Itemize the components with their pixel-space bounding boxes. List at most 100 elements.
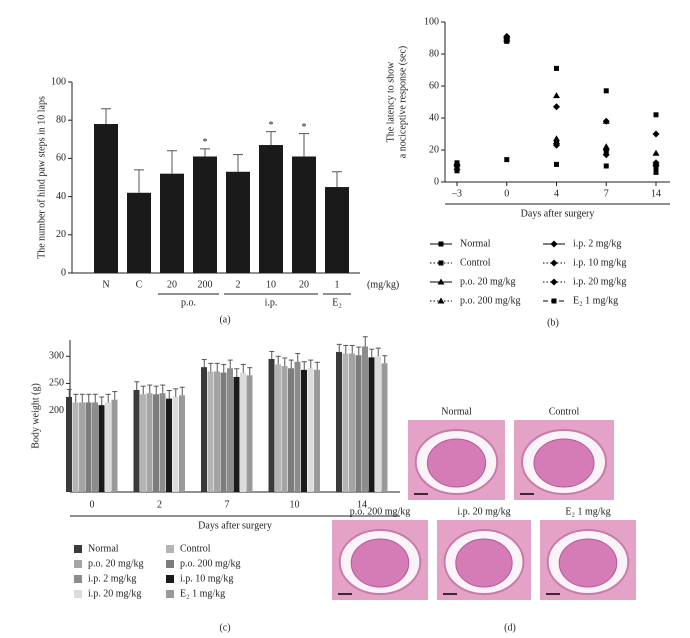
- marker: [554, 65, 559, 71]
- x-tick-label: 7: [225, 499, 230, 510]
- image-label: Control: [549, 406, 580, 417]
- legend-label: Control: [460, 257, 491, 268]
- bar: [362, 346, 368, 492]
- y-tick-label: 80: [56, 114, 66, 125]
- x-tick-label: 10: [266, 279, 276, 290]
- y-tick-label: 0: [434, 176, 439, 187]
- marker: [554, 139, 559, 145]
- legend-swatch: [74, 545, 82, 553]
- bar: [314, 369, 320, 492]
- bar: [336, 351, 342, 492]
- legend-label: E₂ 1 mg/kg: [573, 295, 618, 306]
- bar: [281, 366, 288, 492]
- image-label: p.o. 200 mg/kg: [350, 506, 411, 517]
- caption: (c): [219, 622, 230, 633]
- marker: [652, 130, 660, 138]
- bar: [159, 393, 166, 492]
- group-label: p.o.: [181, 297, 196, 308]
- legend-label: E₂ 1 mg/kg: [180, 588, 225, 599]
- x-tick-label: 2: [157, 499, 162, 510]
- bar: [214, 371, 220, 492]
- significance-marker: *: [203, 137, 208, 148]
- y-tick-label: 60: [56, 153, 66, 164]
- marker: [603, 163, 609, 169]
- marker: [653, 165, 659, 171]
- bar: [294, 361, 301, 492]
- marker: [653, 112, 659, 118]
- bar: [94, 124, 118, 274]
- legend-marker: [550, 278, 558, 286]
- bar: [240, 372, 246, 492]
- bar: [375, 356, 381, 492]
- legend-marker: [550, 259, 558, 267]
- legend-label: Normal: [460, 238, 491, 249]
- y-tick-label: 40: [56, 191, 66, 202]
- y-tick-label: 40: [429, 112, 439, 123]
- x-tick-label: C: [136, 279, 143, 290]
- marker: [652, 149, 660, 156]
- legend-label: i.p. 20 mg/kg: [88, 588, 141, 599]
- legend-label: i.p. 20 mg/kg: [573, 276, 626, 287]
- bar: [381, 363, 388, 492]
- y-axis-label: The number of hind paw steps in 10 laps: [36, 96, 47, 259]
- image-label: i.p. 20 mg/kg: [457, 506, 510, 517]
- y-tick-label: 20: [429, 144, 439, 155]
- legend-marker: [551, 298, 557, 304]
- bar: [133, 389, 140, 492]
- legend-label: p.o. 200 mg/kg: [180, 558, 241, 569]
- x-tick-label: 14: [651, 188, 661, 199]
- legend-marker: [550, 240, 558, 248]
- bar: [98, 405, 105, 492]
- x-tick-label: N: [102, 279, 109, 290]
- legend-marker: [438, 260, 444, 266]
- x-tick-label: 10: [290, 499, 300, 510]
- y-axis-label: Body weight (g): [30, 383, 41, 449]
- bar: [105, 402, 111, 492]
- marker: [603, 150, 609, 156]
- legend-label: i.p. 2 mg/kg: [88, 573, 136, 584]
- bar: [349, 353, 355, 492]
- unit-label: (mg/kg): [367, 279, 399, 290]
- x-axis-label: Days after surgery: [521, 208, 595, 219]
- legend-swatch: [74, 590, 82, 598]
- legend-swatch: [166, 560, 174, 568]
- legend-marker: [437, 278, 445, 285]
- x-axis-label: Days after surgery: [198, 520, 272, 531]
- x-tick-label: 1: [335, 279, 340, 290]
- bar: [193, 156, 217, 273]
- y-tick-label: 100: [51, 76, 66, 87]
- marker: [504, 38, 510, 44]
- bar: [127, 192, 151, 273]
- x-tick-label: 4: [554, 188, 559, 199]
- bar: [259, 145, 283, 273]
- bar: [226, 171, 250, 273]
- marker: [602, 143, 610, 150]
- legend-swatch: [166, 545, 174, 553]
- y-tick-label: 250: [49, 378, 64, 389]
- legend-label: i.p. 10 mg/kg: [180, 573, 233, 584]
- bar: [307, 368, 314, 492]
- y-axis-label: The latency to show: [385, 61, 396, 143]
- marker: [504, 157, 510, 163]
- y-tick-label: 300: [49, 351, 64, 362]
- legend-label: Normal: [88, 543, 119, 554]
- bar: [179, 395, 185, 492]
- legend-swatch: [166, 590, 174, 598]
- bar: [72, 402, 79, 492]
- legend-swatch: [74, 560, 82, 568]
- significance-marker: *: [302, 122, 307, 133]
- marker: [553, 103, 560, 111]
- group-label: E₂: [332, 297, 342, 308]
- legend-label: p.o. 200 mg/kg: [460, 295, 521, 306]
- bar: [140, 394, 146, 492]
- legend-label: p.o. 20 mg/kg: [460, 276, 516, 287]
- spinal-cord: [558, 538, 618, 588]
- legend-marker: [437, 297, 445, 304]
- legend-label: p.o. 20 mg/kg: [88, 558, 144, 569]
- image-label: Normal: [441, 406, 472, 417]
- legend-swatch: [166, 575, 174, 583]
- bar: [166, 398, 172, 492]
- legend-label: Control: [180, 543, 211, 554]
- bar: [355, 355, 362, 492]
- bar: [160, 173, 184, 273]
